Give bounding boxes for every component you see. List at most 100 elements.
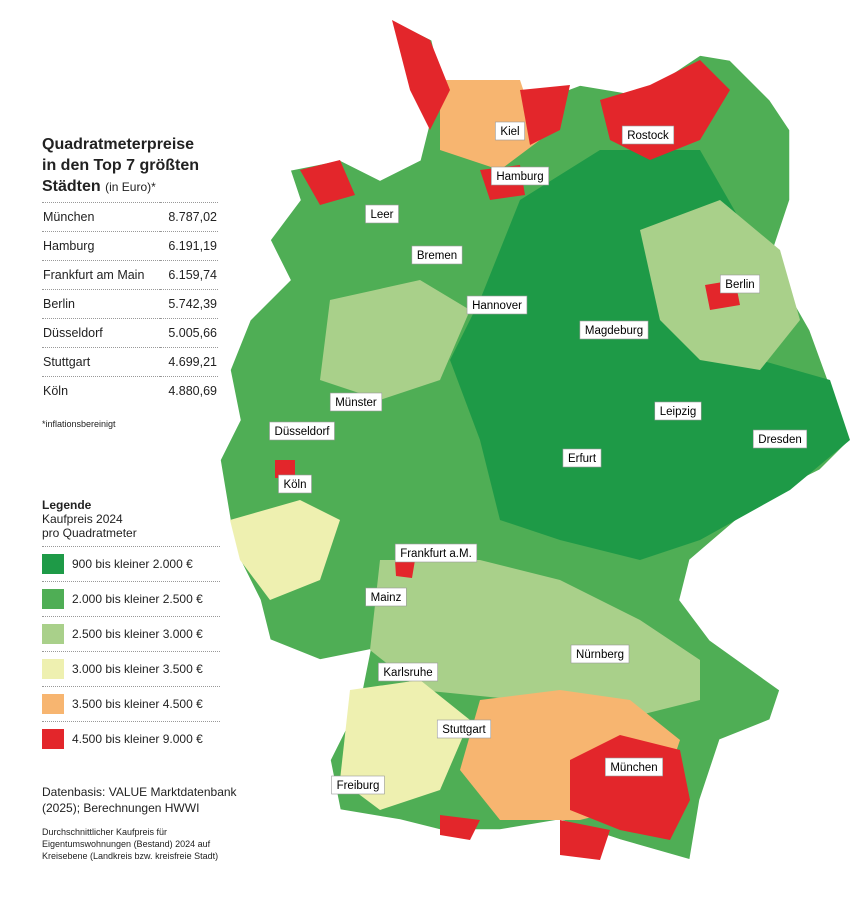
label-box bbox=[394, 543, 478, 563]
city-label: Kiel bbox=[495, 121, 525, 141]
label-box bbox=[436, 719, 492, 739]
price: 6.159,74 bbox=[160, 260, 218, 290]
label-box bbox=[329, 392, 383, 412]
table-row: Stuttgart 4.699,21 bbox=[42, 347, 218, 377]
note-line: Eigentumswohnungen (Bestand) 2024 auf bbox=[42, 839, 211, 849]
price: 6.191,19 bbox=[160, 231, 218, 261]
title-line: Quadratmeterpreise bbox=[42, 136, 195, 153]
city-name: Leer bbox=[370, 209, 393, 221]
legend-item: 900 bis kleiner 2.000 € bbox=[42, 546, 220, 581]
table-row: München 8.787,02 bbox=[42, 202, 218, 232]
city-name: Hamburg bbox=[496, 171, 543, 183]
label-box bbox=[654, 401, 702, 421]
city-name: München bbox=[610, 762, 657, 774]
region bbox=[520, 85, 570, 145]
label-box bbox=[495, 121, 525, 141]
city-name: Berlin bbox=[42, 289, 161, 319]
legend-subtitle: Kaufpreis 2024 bbox=[42, 512, 123, 526]
region bbox=[300, 160, 355, 205]
legend-label: 2.000 bis kleiner 2.500 € bbox=[72, 592, 203, 606]
city-name: Köln bbox=[283, 479, 306, 491]
label-box bbox=[365, 587, 407, 607]
city-label: München bbox=[605, 757, 663, 777]
city-name: Stuttgart bbox=[42, 347, 161, 377]
city-label: Karlsruhe bbox=[378, 662, 438, 682]
legend-label: 2.500 bis kleiner 3.000 € bbox=[72, 627, 203, 641]
city-label: Erfurt bbox=[562, 448, 602, 468]
region bbox=[440, 80, 540, 170]
region bbox=[560, 820, 610, 860]
city-label: Berlin bbox=[719, 274, 761, 294]
price-panel: Quadratmeterpreise in den Top 7 größten … bbox=[42, 134, 218, 429]
legend-label: 3.000 bis kleiner 3.500 € bbox=[72, 662, 203, 676]
city-label: Nürnberg bbox=[570, 644, 630, 664]
swatch bbox=[42, 659, 64, 679]
city-name: Leipzig bbox=[660, 406, 696, 418]
title-unit: (in Euro)* bbox=[105, 180, 156, 194]
city-label: Münster bbox=[329, 392, 383, 412]
region bbox=[450, 150, 850, 560]
city-name: Düsseldorf bbox=[42, 318, 161, 348]
city-label: Hannover bbox=[466, 295, 528, 315]
swatch bbox=[42, 694, 64, 714]
legend-subtitle: pro Quadratmeter bbox=[42, 526, 137, 540]
city-label: Stuttgart bbox=[436, 719, 492, 739]
city-name: Berlin bbox=[725, 279, 754, 291]
swatch bbox=[42, 624, 64, 644]
source-line: (2025); Berechnungen HWWI bbox=[42, 801, 200, 815]
panel-title: Quadratmeterpreise in den Top 7 größten … bbox=[42, 134, 218, 198]
legend-label: 900 bis kleiner 2.000 € bbox=[72, 557, 193, 571]
label-box bbox=[570, 644, 630, 664]
region bbox=[230, 500, 340, 600]
legend-label: 4.500 bis kleiner 9.000 € bbox=[72, 732, 203, 746]
legend-item: 2.500 bis kleiner 3.000 € bbox=[42, 616, 220, 651]
city-name: Münster bbox=[335, 397, 377, 409]
region bbox=[370, 560, 700, 720]
price: 5.005,66 bbox=[160, 318, 218, 348]
city-name: Düsseldorf bbox=[275, 426, 331, 438]
legend-item: 4.500 bis kleiner 9.000 € bbox=[42, 721, 220, 756]
city-label: Mainz bbox=[365, 587, 407, 607]
label-box bbox=[466, 295, 528, 315]
table-row: Düsseldorf 5.005,66 bbox=[42, 318, 218, 348]
swatch bbox=[42, 729, 64, 749]
region bbox=[320, 280, 470, 400]
label-box bbox=[621, 125, 675, 145]
city-label: Leer bbox=[365, 204, 399, 224]
city-label: Rostock bbox=[621, 125, 675, 145]
city-name: Hannover bbox=[472, 300, 522, 312]
legend-item: 3.000 bis kleiner 3.500 € bbox=[42, 651, 220, 686]
city-name: Bremen bbox=[417, 250, 457, 262]
footnote: *inflationsbereinigt bbox=[42, 419, 116, 429]
region bbox=[392, 20, 450, 130]
city-label: Dresden bbox=[752, 429, 808, 449]
title-line: Städten bbox=[42, 178, 101, 195]
label-box bbox=[269, 421, 335, 441]
city-name: Rostock bbox=[627, 130, 669, 142]
price: 8.787,02 bbox=[160, 202, 218, 232]
price: 4.880,69 bbox=[160, 376, 218, 405]
price-table: München 8.787,02 Hamburg 6.191,19 Frankfurt … bbox=[42, 202, 218, 405]
city-label: Düsseldorf bbox=[269, 421, 335, 441]
legend: Legende Kaufpreis 2024 pro Quadratmeter … bbox=[42, 498, 220, 756]
city-label: Frankfurt a.M. bbox=[394, 543, 478, 563]
label-box bbox=[579, 320, 649, 340]
city-name: Köln bbox=[42, 376, 161, 405]
region bbox=[440, 815, 480, 840]
city-name: Nürnberg bbox=[576, 649, 624, 661]
city-name: Erfurt bbox=[568, 453, 597, 465]
source-line: Datenbasis: VALUE Marktdatenbank bbox=[42, 785, 237, 799]
city-label: Freiburg bbox=[331, 775, 385, 795]
legend-item: 3.500 bis kleiner 4.500 € bbox=[42, 686, 220, 721]
legend-label: 3.500 bis kleiner 4.500 € bbox=[72, 697, 203, 711]
label-box bbox=[605, 757, 663, 777]
table-row: Frankfurt am Main 6.159,74 bbox=[42, 260, 218, 290]
note: Durchschnittlicher Kaufpreis für Eigentu… bbox=[42, 826, 218, 862]
city-label: Bremen bbox=[411, 245, 463, 265]
city-name: Stuttgart bbox=[442, 724, 486, 736]
label-box bbox=[562, 448, 602, 468]
title-line: Städten (in Euro)* bbox=[42, 176, 218, 198]
city-name: Freiburg bbox=[337, 780, 380, 792]
